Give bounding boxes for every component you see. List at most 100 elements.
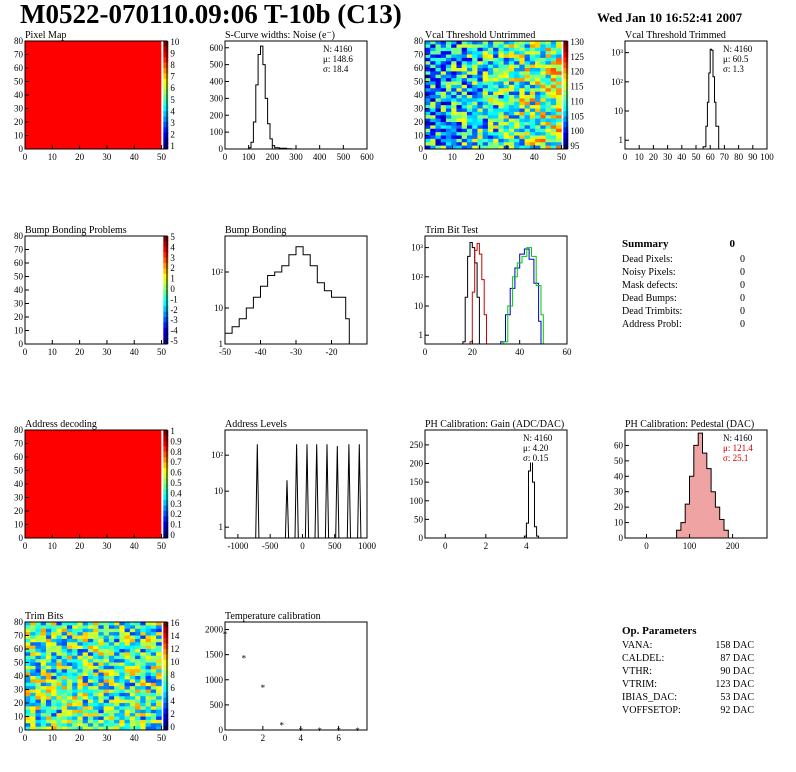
heatmap-cell <box>30 655 36 660</box>
heatmap-cell <box>25 709 31 714</box>
heatmap-cell <box>556 138 562 143</box>
palette-label: 120 <box>570 67 584 77</box>
summary-label: Dead Bumps: <box>622 293 677 304</box>
heatmap-cell <box>466 98 473 103</box>
heatmap-cell <box>56 679 63 684</box>
heatmap-cell <box>40 645 47 650</box>
heatmap-cell <box>524 54 531 59</box>
heatmap-cell <box>51 679 57 684</box>
stat-line: N: 4160 <box>523 433 553 443</box>
heatmap-cell <box>535 78 541 82</box>
heatmap-cell <box>30 703 36 707</box>
y-tick-label: 50 <box>14 272 24 282</box>
heatmap-cell <box>93 652 99 657</box>
heatmap-cell <box>545 101 552 106</box>
y-tick-label: 40 <box>14 479 24 489</box>
plot-frame <box>424 429 568 539</box>
heatmap-cell <box>145 709 152 714</box>
heatmap-cell <box>425 125 431 130</box>
heatmap-cell <box>51 676 57 680</box>
x-tick-label: 80 <box>734 152 744 162</box>
heatmap-cell <box>66 719 73 724</box>
heatmap-cell <box>40 659 47 663</box>
heatmap-cell <box>545 88 552 93</box>
y-tick-label: 0 <box>419 144 424 154</box>
heatmap-cell <box>445 101 452 106</box>
heatmap-cell <box>514 44 520 49</box>
heatmap-cell <box>498 41 505 45</box>
heatmap-cell <box>493 135 499 140</box>
palette-swatch <box>163 300 169 307</box>
heatmap-cell <box>514 145 520 150</box>
heatmap-cell <box>456 44 463 49</box>
heatmap-cell <box>135 696 141 701</box>
x-tick-label: 40 <box>130 152 140 162</box>
summary-value: 0 <box>740 293 745 304</box>
y-tick-label: 10³ <box>411 243 423 253</box>
palette-swatch <box>163 494 169 501</box>
heatmap-cell <box>119 713 126 717</box>
heatmap-cell <box>40 638 47 643</box>
heatmap-cell <box>556 91 562 96</box>
heatmap-cell <box>119 696 126 701</box>
x-tick-label: 50 <box>157 152 167 162</box>
y-tick-label: 20 <box>14 117 24 127</box>
y-tick-label: 70 <box>14 245 24 255</box>
heatmap-cell <box>114 635 120 640</box>
heatmap-cell <box>30 638 36 643</box>
heatmap-cell <box>61 692 68 697</box>
heatmap-cell <box>435 61 442 66</box>
heatmap-cell <box>119 716 126 721</box>
heatmap-cell <box>498 115 505 120</box>
heatmap-cell <box>140 662 146 667</box>
heatmap-cell <box>435 68 442 72</box>
heatmap-cell <box>119 665 126 670</box>
heatmap-cell <box>456 135 463 140</box>
heatmap-cell <box>119 659 126 663</box>
heatmap-cell <box>498 145 505 150</box>
heatmap-cell <box>514 125 520 130</box>
heatmap-cell <box>108 689 115 694</box>
heatmap-cell <box>498 54 505 59</box>
heatmap-cell <box>145 655 152 660</box>
heatmap-cell <box>119 652 126 657</box>
heatmap-cell <box>430 115 436 120</box>
heatmap-cell <box>445 88 452 93</box>
heatmap-cell <box>103 645 110 650</box>
heatmap-cell <box>503 132 510 136</box>
heatmap-cell <box>435 64 442 69</box>
palette-swatch <box>163 681 169 688</box>
heatmap-cell <box>556 98 562 103</box>
heatmap-cell <box>98 649 105 653</box>
heatmap-cell <box>30 706 36 711</box>
heatmap-cell <box>461 98 468 103</box>
heatmap-cell <box>98 706 105 711</box>
stat-line: μ: 60.5 <box>723 54 749 64</box>
heatmap-cell <box>108 628 115 633</box>
heatmap-cell <box>482 54 489 59</box>
heatmap-cell <box>124 716 131 721</box>
heatmap-cell <box>77 723 84 728</box>
heatmap-cell <box>150 662 157 667</box>
heatmap-cell <box>430 54 436 59</box>
heatmap-cell <box>456 132 463 136</box>
heatmap-cell <box>103 625 110 630</box>
heatmap-cell <box>103 642 110 647</box>
heatmap-cell <box>103 649 110 653</box>
palette-swatch <box>563 116 569 123</box>
heatmap-cell <box>498 84 505 89</box>
panel-ph-gain: PH Calibration: Gain (ADC/DAC)0 2 40501001… <box>410 419 568 551</box>
palette-label: 0 <box>170 722 175 732</box>
heatmap-cell <box>451 44 457 49</box>
heatmap-cell <box>508 64 515 69</box>
heatmap-cell <box>482 44 489 49</box>
heatmap-cell <box>524 88 531 93</box>
heatmap-cell <box>30 686 36 690</box>
panel-title: Address decoding <box>25 419 97 430</box>
heatmap-cell <box>529 132 536 136</box>
heatmap-cell <box>119 699 126 704</box>
heatmap-cell <box>440 88 447 93</box>
heatmap-cell <box>493 41 499 45</box>
heatmap-cell <box>430 142 436 147</box>
